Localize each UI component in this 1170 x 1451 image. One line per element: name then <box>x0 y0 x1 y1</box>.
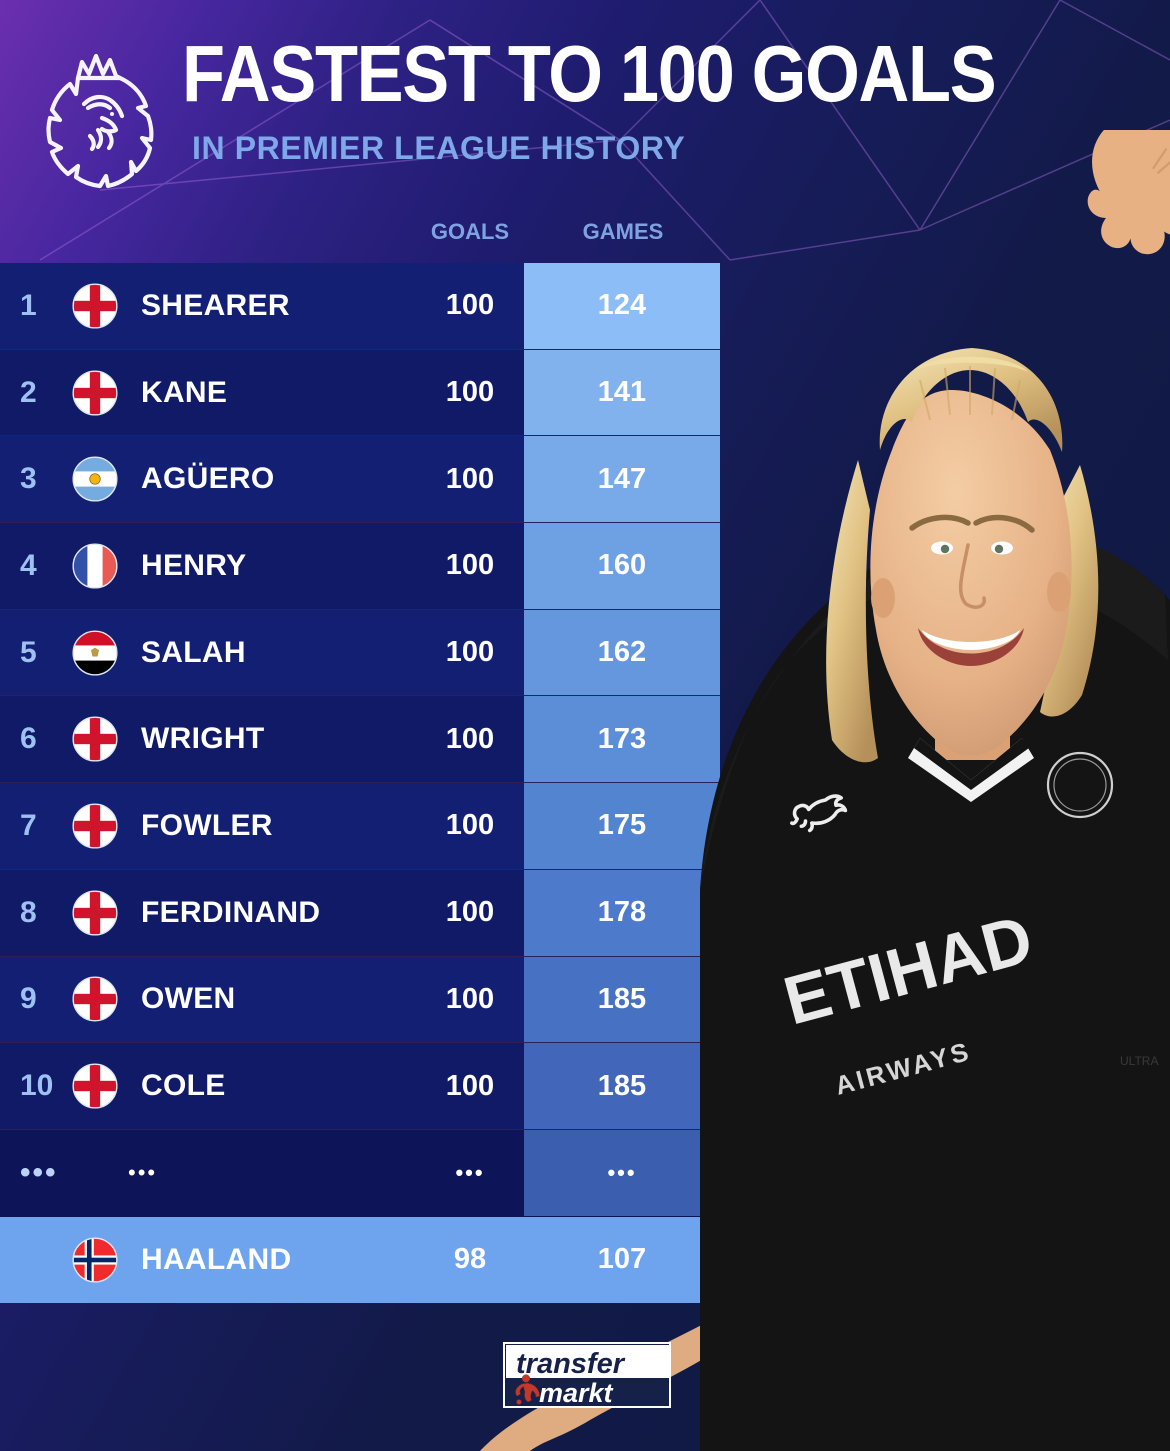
svg-text:markt: markt <box>539 1378 614 1407</box>
svg-text:transfer: transfer <box>516 1348 626 1380</box>
svg-text:ULTRA: ULTRA <box>1120 1054 1158 1068</box>
